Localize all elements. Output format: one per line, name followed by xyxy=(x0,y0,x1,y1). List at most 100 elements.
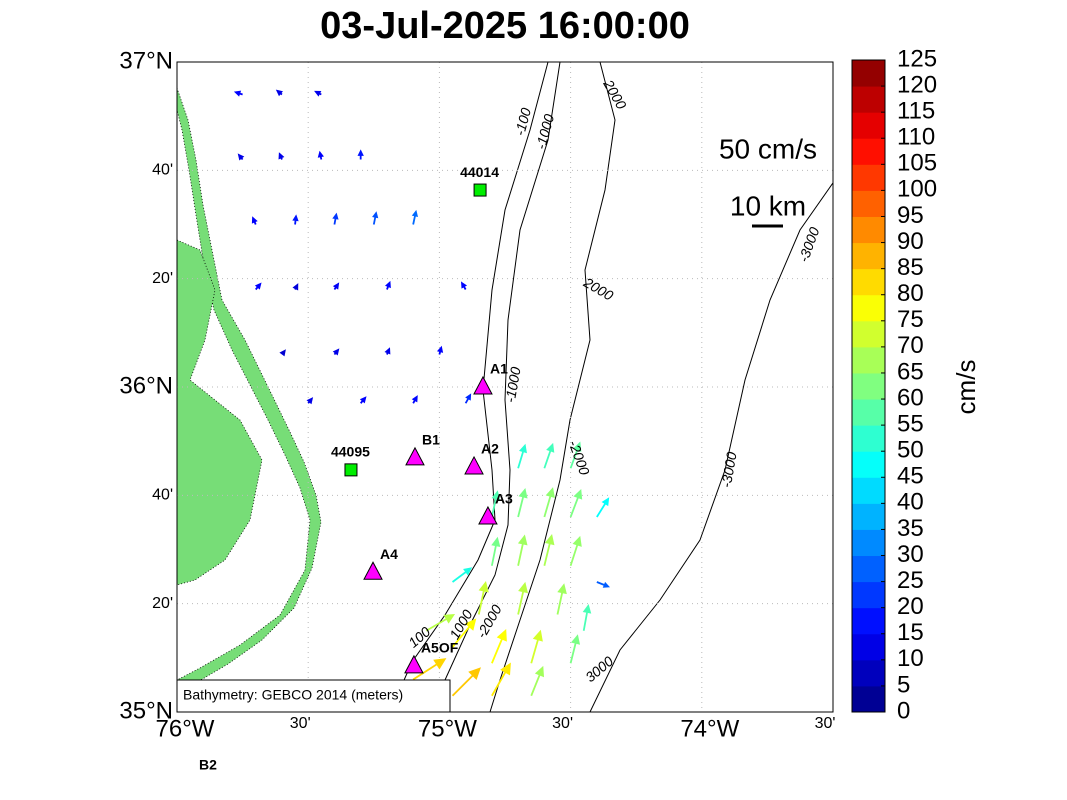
colorbar-tick-label: 0 xyxy=(897,697,910,724)
current-vector xyxy=(237,153,245,161)
colorbar-bin xyxy=(852,216,885,244)
colorbar-tick-label: 70 xyxy=(897,332,924,359)
current-vector xyxy=(275,89,283,97)
current-vector xyxy=(569,535,582,567)
current-vector xyxy=(491,662,511,697)
current-vector xyxy=(385,280,391,290)
colorbar-tick-label: 45 xyxy=(897,463,924,490)
colorbar-bin xyxy=(852,164,885,191)
colorbar-tick-label: 55 xyxy=(897,410,924,437)
current-vector xyxy=(254,282,262,291)
x-tick-label: 30' xyxy=(552,715,573,732)
colorbar-tick-label: 95 xyxy=(897,202,924,229)
colorbar-frame xyxy=(851,59,886,713)
colorbar-bin xyxy=(852,112,885,139)
current-vector xyxy=(384,347,391,355)
station-marker xyxy=(405,446,425,466)
colorbar-tick-label: 125 xyxy=(897,45,937,72)
current-vector xyxy=(359,396,367,404)
current-vector xyxy=(314,90,322,97)
current-vector xyxy=(569,441,582,469)
colorbar-bin xyxy=(852,633,885,661)
contours xyxy=(389,62,833,712)
y-tick-label: 36°N xyxy=(119,372,173,399)
colorbar-bin xyxy=(852,86,885,113)
current-vector xyxy=(517,534,528,566)
station-label: 44095 xyxy=(331,444,370,460)
current-vector xyxy=(477,580,489,615)
colorbar-bin xyxy=(852,138,885,165)
x-tick-label: 30' xyxy=(290,715,311,732)
current-vector xyxy=(596,497,610,518)
current-vector xyxy=(411,209,419,225)
colorbar-tick-label: 75 xyxy=(897,306,924,333)
land xyxy=(177,87,322,695)
station-label: A3 xyxy=(495,491,513,507)
current-vector xyxy=(332,282,340,290)
station-marker xyxy=(404,654,424,674)
current-vector xyxy=(279,349,286,357)
colorbar-tick-label: 15 xyxy=(897,619,924,646)
axes-frame xyxy=(176,61,834,713)
x-tick-label: 75°W xyxy=(418,715,477,742)
current-vector xyxy=(251,216,258,225)
current-vector xyxy=(278,152,285,160)
current-vector xyxy=(517,487,528,518)
colorbar-tick-label: 100 xyxy=(897,176,937,203)
colorbar-tick-label: 80 xyxy=(897,280,924,307)
station-label: A1 xyxy=(490,361,508,377)
station-label: B1 xyxy=(422,432,440,448)
station-label: A2 xyxy=(481,441,499,457)
current-vector xyxy=(530,665,545,697)
colorbar-bin xyxy=(852,346,885,374)
colorbar-bin xyxy=(852,555,885,583)
colorbar-tick-label: 5 xyxy=(897,671,910,698)
station-label: A4 xyxy=(380,546,398,562)
colorbar-bin xyxy=(852,294,885,322)
current-vector xyxy=(461,281,468,290)
current-vector xyxy=(582,603,592,631)
current-vector xyxy=(411,395,418,404)
colorbar-tick-label: 120 xyxy=(897,71,937,98)
current-vector xyxy=(412,658,447,681)
y-tick-label: 20' xyxy=(152,270,173,287)
colorbar-tick-label: 105 xyxy=(897,150,937,177)
current-vector xyxy=(491,490,501,518)
station-label: A5OF xyxy=(421,640,459,656)
current-vector xyxy=(569,634,581,664)
current-vector xyxy=(306,397,314,405)
current-vector xyxy=(556,583,567,615)
station-marker xyxy=(473,375,493,395)
current-vector xyxy=(543,487,555,518)
y-tick-label: 40' xyxy=(152,487,173,504)
contour-label: -3000 xyxy=(718,451,740,489)
current-vector xyxy=(490,536,501,566)
current-vector xyxy=(517,443,527,469)
colorbar-bin xyxy=(852,190,885,217)
current-vector xyxy=(530,629,543,664)
colorbar-bin xyxy=(852,268,885,296)
mainland xyxy=(177,239,263,586)
x-tick-label: 30' xyxy=(815,715,836,732)
y-tick-label: 35°N xyxy=(119,697,173,724)
current-vector xyxy=(517,581,529,615)
note-box xyxy=(176,679,451,713)
scale-distance: 10 km xyxy=(730,190,806,221)
colorbar-bin xyxy=(852,685,885,713)
colorbar-tick-label: 110 xyxy=(897,124,935,151)
current-vector xyxy=(332,212,339,225)
current-vector xyxy=(451,667,481,697)
station-marker xyxy=(464,455,484,475)
contour-label: -100 xyxy=(511,106,534,137)
colorbar-bin xyxy=(852,451,885,478)
current-vector xyxy=(543,442,555,469)
colorbar-label: cm/s xyxy=(951,360,981,415)
current-vector xyxy=(372,211,379,225)
colorbar-bin xyxy=(852,320,885,348)
current-vector xyxy=(292,214,299,225)
x-tick-label: 74°W xyxy=(680,715,739,742)
buoy-marker xyxy=(344,463,358,477)
colorbar-bin xyxy=(852,372,885,400)
